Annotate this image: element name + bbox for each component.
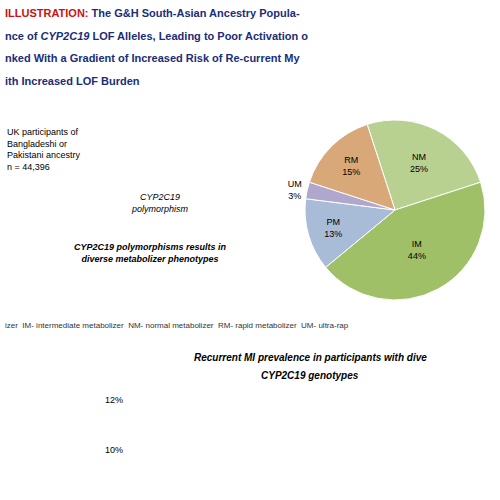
- svg-text:IM44%: IM44%: [408, 239, 426, 261]
- svg-text:UK participants ofBangladeshi: UK participants ofBangladeshi orPakistan…: [7, 127, 81, 172]
- svg-text:CYP2C19 genotypes: CYP2C19 genotypes: [261, 370, 359, 381]
- svg-text:UM3%: UM3%: [288, 179, 302, 201]
- svg-text:ith Increased LOF Burden: ith Increased LOF Burden: [5, 75, 140, 87]
- svg-text:CYP2C19polymorphism: CYP2C19polymorphism: [131, 192, 189, 214]
- svg-text:ILLUSTRATION: The G&H South-As: ILLUSTRATION: The G&H South-Asian Ancest…: [5, 7, 300, 19]
- svg-text:RM15%: RM15%: [342, 155, 360, 177]
- svg-text:12%: 12%: [105, 395, 123, 405]
- svg-text:NM25%: NM25%: [410, 152, 428, 174]
- svg-text:PM13%: PM13%: [324, 217, 342, 239]
- svg-text:nked With a Gradient of Increa: nked With a Gradient of Increased Risk o…: [5, 52, 300, 64]
- svg-text:10%: 10%: [105, 445, 123, 455]
- svg-text:nce of CYP2C19 LOF Alleles, Le: nce of CYP2C19 LOF Alleles, Leading to P…: [5, 30, 308, 42]
- svg-text:Recurrent MI prevalence in par: Recurrent MI prevalence in participants …: [194, 352, 427, 363]
- svg-text:CYP2C19 polymorphisms results: CYP2C19 polymorphisms results indiverse …: [74, 242, 227, 264]
- svg-text:izer IM- intermediate metabol: izer IM- intermediate metabolizer NM- no…: [5, 321, 349, 330]
